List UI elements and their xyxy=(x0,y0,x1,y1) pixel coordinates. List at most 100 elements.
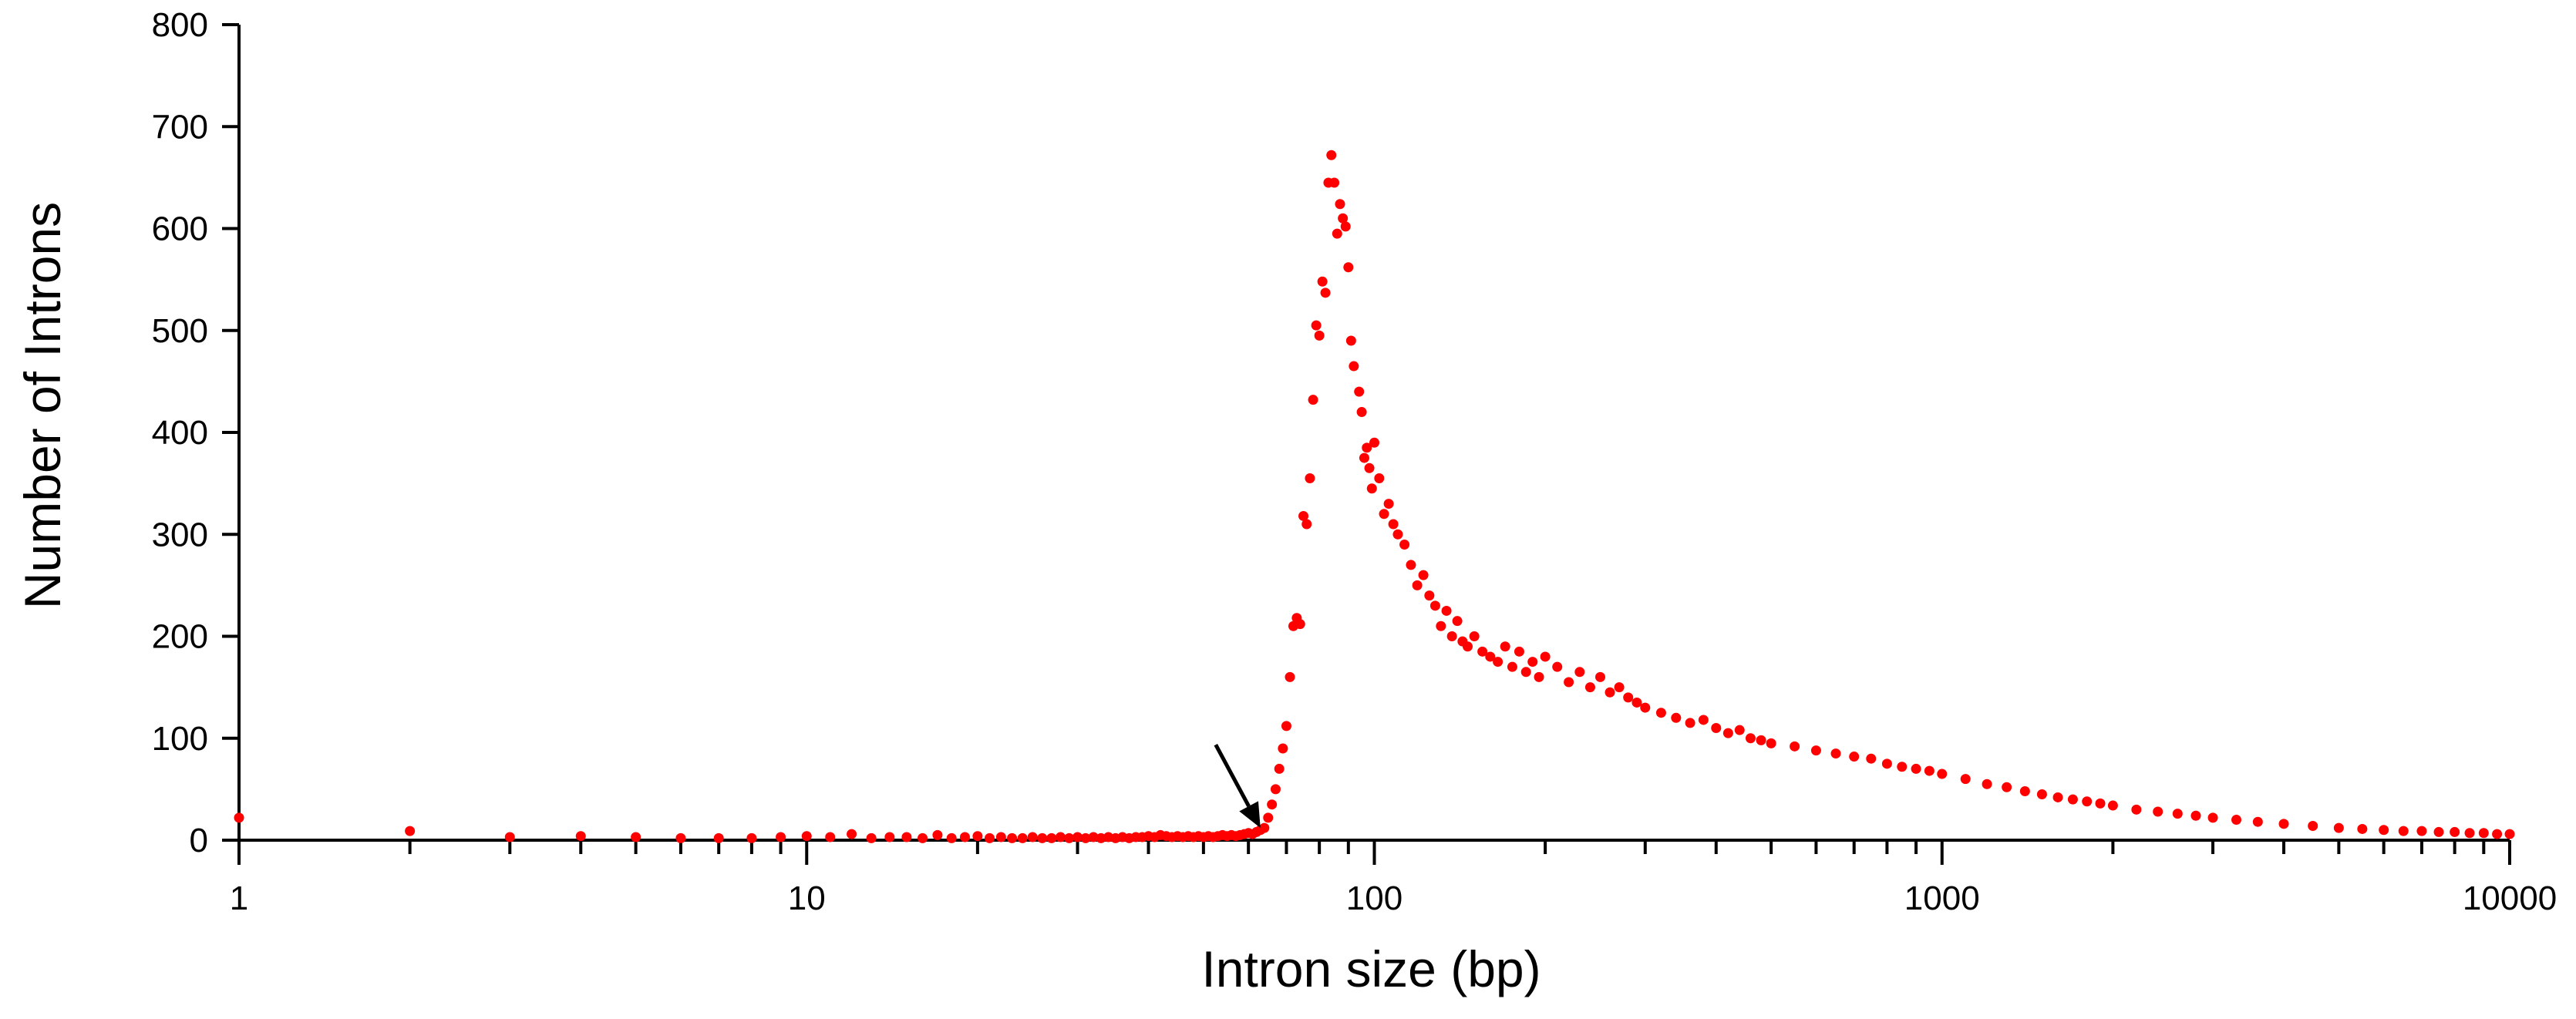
data-point xyxy=(746,832,757,843)
data-point xyxy=(2107,800,2118,811)
data-point xyxy=(1698,715,1709,725)
data-point xyxy=(1412,580,1423,590)
data-point xyxy=(1810,745,1821,756)
data-point xyxy=(1485,651,1496,662)
data-point xyxy=(2231,815,2242,826)
y-tick-label: 500 xyxy=(152,312,208,350)
x-tick-label: 10000 xyxy=(2463,879,2557,917)
x-axis-ticks: 1 10 100 1000 10000 xyxy=(230,840,2557,917)
data-point xyxy=(2252,816,2263,827)
data-point xyxy=(1631,697,1642,708)
data-point xyxy=(2308,820,2318,831)
data-point xyxy=(1534,671,1544,682)
data-point xyxy=(1364,462,1375,473)
data-point xyxy=(504,832,515,842)
data-point xyxy=(1429,600,1440,611)
data-point xyxy=(2067,794,2078,805)
data-point xyxy=(1285,671,1295,682)
data-point xyxy=(1263,812,1274,823)
data-point xyxy=(2082,796,2093,807)
data-point xyxy=(2002,782,2012,792)
data-point xyxy=(2433,826,2444,837)
data-point xyxy=(1655,708,1666,718)
data-point xyxy=(1027,832,1038,842)
data-point xyxy=(2052,792,2063,802)
data-point xyxy=(1500,641,1510,652)
data-point xyxy=(1311,320,1322,331)
data-point xyxy=(2278,819,2289,829)
data-point xyxy=(1392,529,1403,540)
data-point xyxy=(1399,539,1410,550)
data-point xyxy=(1623,692,1634,703)
data-point xyxy=(1937,768,1948,779)
data-point xyxy=(1338,213,1349,224)
data-point xyxy=(2492,829,2503,839)
data-point xyxy=(995,832,1006,842)
data-point xyxy=(1055,832,1066,842)
data-point xyxy=(932,829,943,840)
data-point xyxy=(2379,825,2389,836)
data-point xyxy=(631,832,641,842)
x-tick-label: 1000 xyxy=(1904,879,1980,917)
data-point xyxy=(776,832,786,842)
data-point xyxy=(1359,452,1369,463)
data-point xyxy=(1332,228,1342,239)
data-point xyxy=(1046,832,1057,843)
data-point xyxy=(1790,741,1800,752)
data-point xyxy=(2357,823,2368,834)
data-point xyxy=(713,832,724,843)
data-point xyxy=(1080,832,1091,843)
data-point xyxy=(2464,828,2475,839)
data-point xyxy=(1343,262,1354,273)
data-point xyxy=(1441,605,1452,616)
data-point xyxy=(1354,386,1365,397)
y-tick-label: 600 xyxy=(152,210,208,248)
data-point xyxy=(1064,832,1075,843)
data-point xyxy=(1267,799,1278,810)
data-point xyxy=(1469,631,1480,641)
data-point xyxy=(801,831,812,842)
data-point xyxy=(1317,276,1328,287)
data-point xyxy=(1335,199,1345,210)
data-point xyxy=(1424,590,1435,601)
data-point xyxy=(1564,677,1574,688)
data-point xyxy=(2131,804,2142,815)
data-point xyxy=(1463,641,1473,652)
x-axis-title: Intron size (bp) xyxy=(1201,940,1541,997)
data-point xyxy=(1356,407,1367,418)
data-point xyxy=(901,832,912,842)
data-point xyxy=(1766,738,1776,748)
data-point xyxy=(1281,721,1291,731)
y-axis-ticks: 0 100 200 300 400 500 600 700 800 xyxy=(152,6,239,859)
data-point xyxy=(1366,483,1377,494)
data-point xyxy=(1096,832,1106,843)
data-point xyxy=(1584,682,1595,693)
data-point xyxy=(1881,758,1892,769)
data-point xyxy=(984,832,995,843)
data-point xyxy=(1756,735,1766,745)
data-point xyxy=(2333,822,2344,833)
y-tick-label: 300 xyxy=(152,516,208,553)
data-point xyxy=(1477,646,1488,657)
data-point xyxy=(1520,667,1531,678)
data-point xyxy=(1982,779,1992,789)
data-point xyxy=(1374,473,1385,484)
data-point xyxy=(1540,651,1551,662)
data-point xyxy=(1574,667,1585,678)
x-tick-label: 100 xyxy=(1346,879,1402,917)
data-point xyxy=(1960,774,1971,785)
data-point xyxy=(1270,784,1281,795)
data-point xyxy=(825,832,836,842)
data-point xyxy=(918,832,928,843)
x-tick-label: 10 xyxy=(788,879,826,917)
data-point xyxy=(1640,702,1651,713)
axes xyxy=(237,25,2510,842)
data-point xyxy=(1507,661,1517,672)
data-point xyxy=(1671,712,1682,723)
data-point xyxy=(1685,718,1695,728)
data-point xyxy=(1379,509,1389,520)
data-point xyxy=(2172,809,2183,819)
data-point xyxy=(1383,499,1394,510)
data-point xyxy=(1446,631,1457,641)
data-point xyxy=(1349,361,1359,372)
